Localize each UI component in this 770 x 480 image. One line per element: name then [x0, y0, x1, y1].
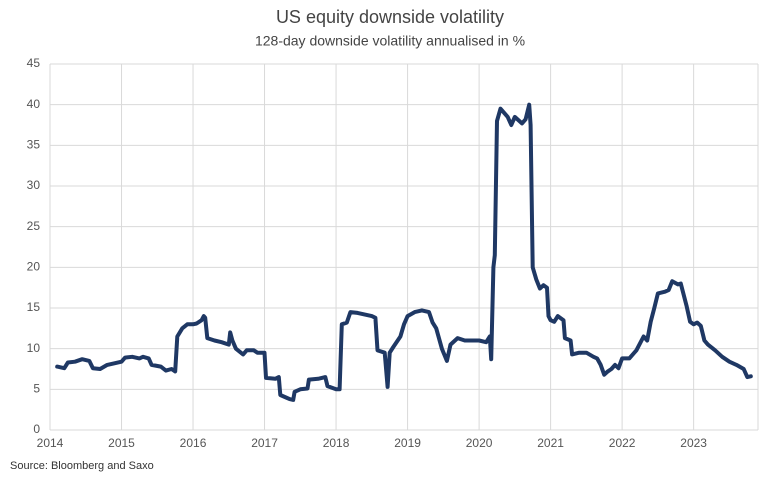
y-tick-label: 20 — [27, 260, 41, 274]
y-tick-label: 0 — [33, 422, 40, 436]
chart-title: US equity downside volatility — [276, 7, 504, 27]
y-tick-label: 40 — [27, 97, 41, 111]
y-tick-label: 5 — [33, 382, 40, 396]
source: Source: Bloomberg and Saxo — [10, 460, 154, 472]
x-tick-label: 2022 — [609, 436, 636, 450]
x-tick-label: 2020 — [466, 436, 493, 450]
x-tick-label: 2015 — [108, 436, 135, 450]
x-tick-label: 2023 — [680, 436, 707, 450]
x-tick-label: 2017 — [251, 436, 278, 450]
y-tick-label: 25 — [27, 219, 41, 233]
y-tick-label: 15 — [27, 300, 41, 314]
y-tick-label: 10 — [27, 341, 41, 355]
chart-subtitle: 128-day downside volatility annualised i… — [255, 33, 525, 49]
x-tick-label: 2016 — [180, 436, 207, 450]
y-tick-label: 30 — [27, 178, 41, 192]
y-tick-label: 35 — [27, 138, 41, 152]
y-tick-label: 45 — [27, 56, 41, 70]
x-tick-label: 2014 — [37, 436, 64, 450]
line — [55, 102, 753, 402]
x-tick-label: 2018 — [323, 436, 350, 450]
x-tick-label: 2019 — [394, 436, 421, 450]
x-tick-label: 2021 — [537, 436, 564, 450]
